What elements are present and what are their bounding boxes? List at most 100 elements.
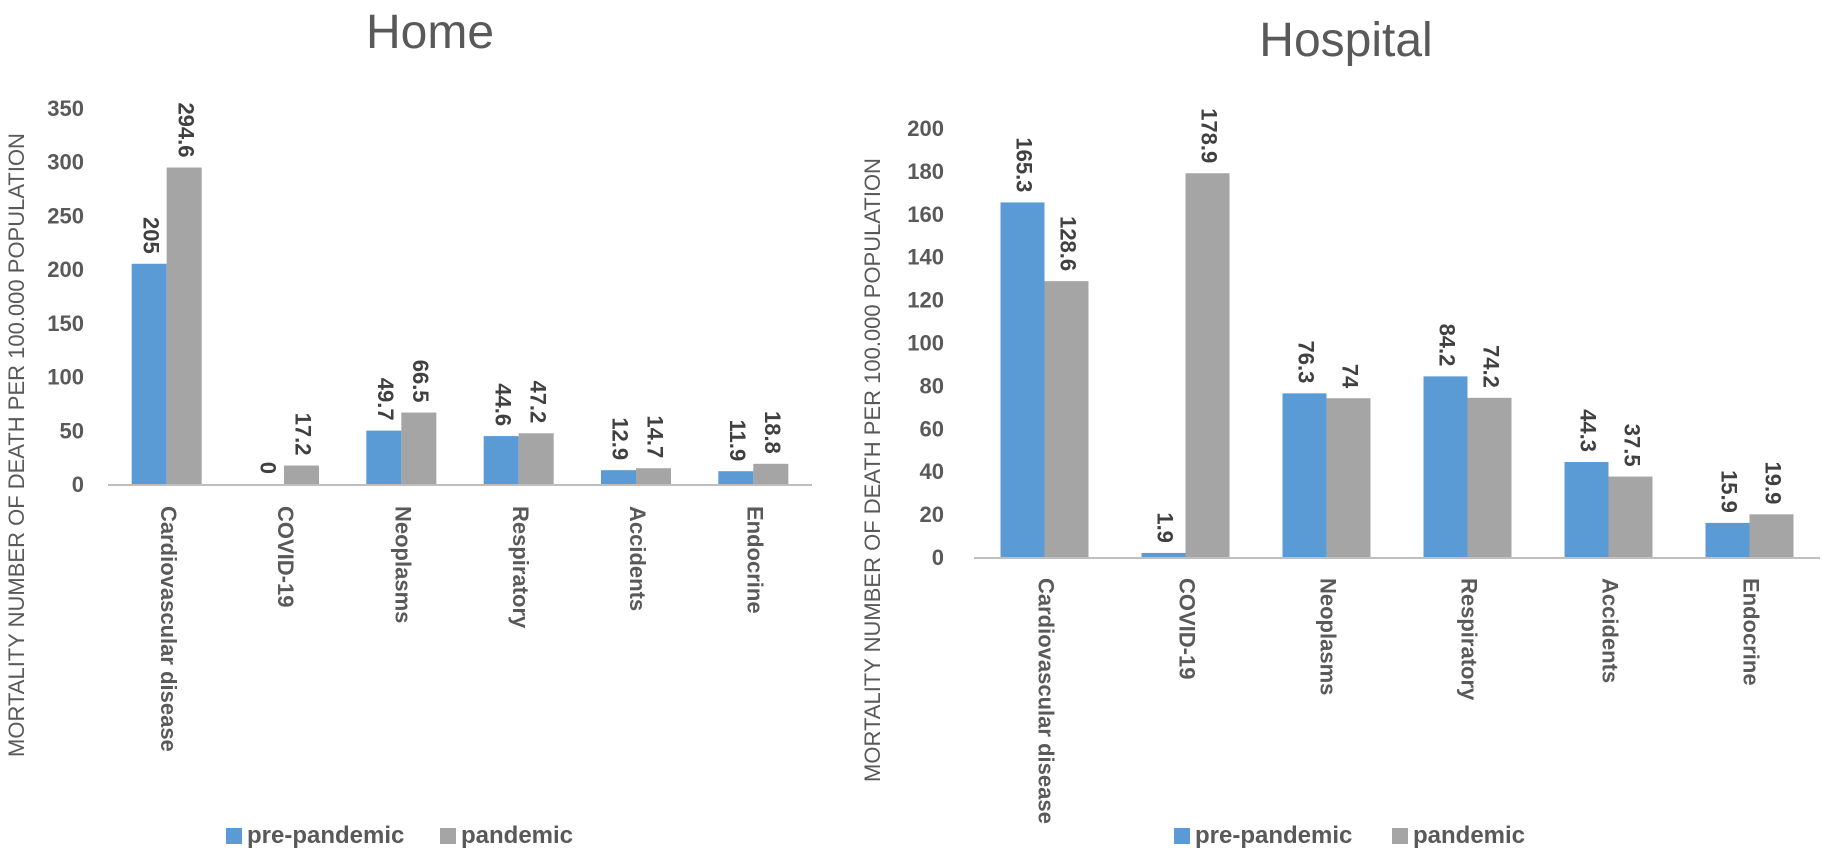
home-data-label-pandemic: 18.8 — [760, 411, 785, 454]
hospital-y-tick-label: 40 — [920, 459, 944, 484]
hospital-data-label-pre-pandemic: 44.3 — [1576, 409, 1601, 452]
home-y-tick-label: 350 — [47, 96, 84, 121]
hospital-bar-pre-pandemic — [1282, 393, 1327, 557]
home-data-label-pre-pandemic: 49.7 — [373, 378, 398, 421]
hospital-bar-pandemic — [1749, 514, 1794, 557]
home-y-tick-label: 250 — [47, 203, 84, 228]
hospital-category-label: Respiratory — [1457, 578, 1482, 701]
hospital-data-label-pre-pandemic: 165.3 — [1012, 137, 1037, 192]
hospital-data-label-pandemic: 178.9 — [1197, 108, 1222, 163]
hospital-data-label-pre-pandemic: 1.9 — [1153, 512, 1178, 543]
home-bar-pandemic — [401, 412, 437, 484]
home-data-label-pre-pandemic: 44.6 — [490, 383, 515, 426]
home-legend: pre-pandemic pandemic — [226, 822, 573, 849]
hospital-category-labels: Cardiovascular disease COVID-19 Neoplasms R… — [1034, 578, 1764, 824]
hospital-bar-pandemic — [1467, 397, 1512, 557]
home-chart: Home MORTALITY NUMBER OF DEATH PER 100.0… — [4, 6, 812, 849]
hospital-y-axis-label: MORTALITY NUMBER OF DEATH PER 100.000 PO… — [860, 158, 885, 782]
hospital-y-tick-label: 20 — [920, 502, 944, 527]
home-chart-title: Home — [366, 6, 494, 59]
hospital-category-label: COVID-19 — [1175, 578, 1200, 679]
home-data-label-pandemic: 66.5 — [408, 360, 433, 403]
home-bar-pre-pandemic — [483, 436, 519, 484]
home-category-label: COVID-19 — [273, 506, 298, 607]
hospital-bar-pre-pandemic — [1705, 522, 1750, 557]
hospital-bar-pre-pandemic — [1000, 202, 1045, 557]
hospital-y-ticks: 0 20 40 60 80 100 120 140 160 180 200 — [907, 116, 944, 570]
hospital-category-label: Endocrine — [1739, 578, 1764, 686]
home-legend-swatch-pandemic — [440, 828, 456, 844]
home-category-label: Accidents — [625, 506, 650, 611]
hospital-legend-label-pre-pandemic: pre-pandemic — [1195, 822, 1352, 849]
home-data-label-pandemic: 47.2 — [525, 380, 550, 423]
home-y-tick-label: 150 — [47, 311, 84, 336]
home-category-label: Cardiovascular disease — [156, 506, 181, 752]
hospital-chart-title: Hospital — [1259, 14, 1432, 67]
home-data-label-pre-pandemic: 0 — [256, 462, 281, 474]
hospital-y-tick-label: 0 — [932, 545, 944, 570]
hospital-bar-pandemic — [1608, 476, 1653, 557]
home-bar-pandemic — [753, 463, 789, 484]
hospital-y-tick-label: 200 — [907, 116, 944, 141]
home-y-tick-label: 200 — [47, 257, 84, 282]
hospital-data-labels: 165.3 128.6 1.9 178.9 76.3 74 84.2 74.2 44.3 37.5… — [1012, 108, 1786, 543]
home-legend-label-pandemic: pandemic — [461, 822, 573, 849]
home-y-ticks: 0 50 100 150 200 250 300 350 — [47, 96, 84, 497]
hospital-y-tick-label: 80 — [920, 373, 944, 398]
hospital-bar-pandemic — [1326, 398, 1371, 557]
hospital-data-label-pre-pandemic: 15.9 — [1717, 470, 1742, 513]
hospital-y-tick-label: 180 — [907, 159, 944, 184]
home-data-label-pre-pandemic: 11.9 — [725, 420, 750, 462]
home-data-label-pandemic: 294.6 — [173, 102, 198, 157]
hospital-bars — [1000, 173, 1794, 557]
hospital-data-label-pandemic: 37.5 — [1620, 424, 1645, 467]
home-y-tick-label: 300 — [47, 150, 84, 175]
hospital-category-label: Cardiovascular disease — [1034, 578, 1059, 824]
home-data-labels: 205 294.6 0 17.2 49.7 66.5 44.6 47.2 12.9 14.7 11.… — [138, 102, 785, 474]
hospital-data-label-pre-pandemic: 84.2 — [1435, 324, 1460, 367]
home-legend-swatch-pre-pandemic — [226, 828, 242, 844]
hospital-legend-label-pandemic: pandemic — [1413, 822, 1525, 849]
home-bar-pre-pandemic — [718, 471, 754, 484]
home-data-label-pandemic: 17.2 — [291, 413, 316, 456]
home-y-tick-label: 50 — [60, 418, 84, 443]
home-bar-pre-pandemic — [601, 470, 636, 484]
home-bar-pandemic — [166, 167, 202, 484]
hospital-bar-pandemic — [1185, 173, 1230, 557]
home-category-labels: Cardiovascular disease COVID-19 Neoplasms R… — [156, 506, 768, 752]
hospital-bar-pre-pandemic — [1423, 376, 1468, 557]
hospital-bar-pre-pandemic — [1141, 552, 1186, 557]
home-data-label-pre-pandemic: 12.9 — [608, 417, 633, 460]
home-category-label: Respiratory — [508, 506, 533, 629]
home-bar-pandemic — [636, 468, 671, 484]
home-legend-label-pre-pandemic: pre-pandemic — [247, 822, 404, 849]
home-category-label: Endocrine — [743, 506, 768, 614]
hospital-legend: pre-pandemic pandemic — [1174, 822, 1525, 849]
home-data-label-pandemic: 14.7 — [643, 415, 668, 458]
home-y-tick-label: 0 — [72, 472, 84, 497]
hospital-category-label: Neoplasms — [1316, 578, 1341, 695]
hospital-category-label: Accidents — [1598, 578, 1623, 683]
home-bars — [131, 167, 789, 484]
hospital-data-label-pandemic: 74 — [1338, 364, 1363, 389]
hospital-legend-swatch-pandemic — [1392, 828, 1408, 844]
hospital-y-tick-label: 160 — [907, 202, 944, 227]
hospital-chart: Hospital MORTALITY NUMBER OF DEATH PER 1… — [860, 14, 1820, 849]
hospital-data-label-pandemic: 19.9 — [1761, 461, 1786, 504]
home-data-label-pre-pandemic: 205 — [138, 217, 163, 254]
home-bar-pre-pandemic — [131, 263, 167, 484]
hospital-y-tick-label: 120 — [907, 288, 944, 313]
hospital-data-label-pre-pandemic: 76.3 — [1294, 341, 1319, 384]
home-bar-pre-pandemic — [366, 430, 402, 484]
hospital-bar-pre-pandemic — [1564, 461, 1609, 557]
home-bar-pandemic — [284, 465, 319, 484]
hospital-data-label-pandemic: 128.6 — [1056, 216, 1081, 271]
home-bar-pandemic — [518, 433, 554, 484]
hospital-y-tick-label: 60 — [920, 416, 944, 441]
hospital-y-tick-label: 100 — [907, 331, 944, 356]
hospital-bar-pandemic — [1044, 281, 1089, 557]
hospital-data-label-pandemic: 74.2 — [1479, 345, 1504, 388]
home-y-axis-label: MORTALITY NUMBER OF DEATH PER 100.000 PO… — [4, 133, 29, 757]
hospital-y-tick-label: 140 — [907, 245, 944, 270]
